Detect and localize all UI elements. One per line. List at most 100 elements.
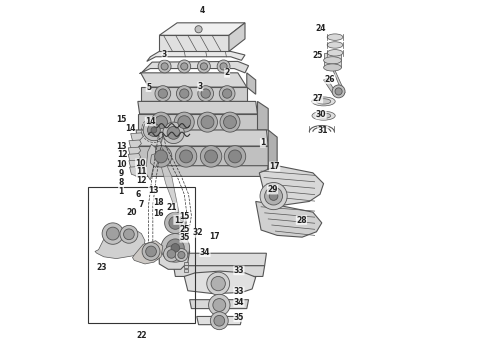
- Polygon shape: [159, 35, 229, 51]
- Ellipse shape: [323, 57, 342, 64]
- Circle shape: [174, 112, 194, 132]
- Text: 18: 18: [153, 198, 164, 207]
- Circle shape: [151, 127, 157, 133]
- Text: 20: 20: [126, 208, 137, 217]
- Polygon shape: [147, 51, 245, 62]
- Circle shape: [163, 122, 184, 144]
- Polygon shape: [146, 144, 156, 180]
- Circle shape: [260, 183, 287, 210]
- Text: 1: 1: [260, 138, 266, 147]
- Text: 2: 2: [224, 68, 230, 77]
- Text: 3: 3: [162, 50, 167, 59]
- Circle shape: [335, 88, 342, 95]
- Circle shape: [158, 89, 168, 98]
- Text: 12: 12: [136, 176, 147, 185]
- Bar: [88, 187, 195, 323]
- Polygon shape: [229, 23, 245, 51]
- Polygon shape: [141, 73, 247, 87]
- Polygon shape: [136, 130, 268, 146]
- Polygon shape: [141, 87, 247, 102]
- Text: 8: 8: [119, 178, 124, 187]
- Circle shape: [205, 150, 218, 163]
- Polygon shape: [159, 23, 245, 35]
- Circle shape: [178, 116, 191, 129]
- Polygon shape: [268, 130, 277, 176]
- Circle shape: [167, 239, 184, 257]
- Text: 14: 14: [125, 124, 135, 133]
- Circle shape: [165, 212, 186, 234]
- Text: 16: 16: [153, 209, 164, 218]
- Circle shape: [147, 123, 160, 136]
- Ellipse shape: [317, 99, 331, 104]
- Circle shape: [197, 112, 218, 132]
- Text: 34: 34: [234, 298, 244, 307]
- Polygon shape: [159, 239, 190, 269]
- Polygon shape: [150, 153, 159, 167]
- Circle shape: [146, 246, 156, 257]
- Text: 10: 10: [135, 159, 146, 168]
- Polygon shape: [128, 154, 141, 163]
- Circle shape: [178, 60, 191, 73]
- Text: 9: 9: [119, 169, 123, 178]
- Circle shape: [220, 112, 240, 132]
- Text: 1: 1: [119, 187, 123, 196]
- Circle shape: [180, 150, 193, 163]
- Polygon shape: [326, 65, 345, 95]
- Text: 15: 15: [179, 212, 190, 221]
- Text: 32: 32: [193, 228, 203, 237]
- Polygon shape: [197, 316, 242, 325]
- Circle shape: [224, 146, 245, 167]
- Circle shape: [213, 298, 226, 311]
- Circle shape: [155, 150, 168, 163]
- Circle shape: [211, 276, 225, 291]
- Circle shape: [175, 146, 197, 167]
- Circle shape: [161, 63, 168, 70]
- Circle shape: [150, 146, 172, 167]
- Circle shape: [158, 60, 171, 73]
- Text: 23: 23: [97, 263, 107, 272]
- Polygon shape: [130, 166, 142, 176]
- Text: 3: 3: [198, 82, 203, 91]
- Circle shape: [228, 150, 242, 163]
- Text: 11: 11: [136, 167, 147, 176]
- Polygon shape: [138, 114, 258, 130]
- Text: 25: 25: [312, 51, 323, 60]
- Polygon shape: [259, 166, 323, 205]
- Circle shape: [171, 244, 180, 252]
- Polygon shape: [136, 166, 268, 176]
- Circle shape: [151, 112, 171, 132]
- Circle shape: [214, 315, 224, 326]
- Polygon shape: [129, 160, 142, 170]
- Polygon shape: [136, 146, 268, 166]
- Ellipse shape: [323, 64, 342, 71]
- Circle shape: [106, 227, 119, 240]
- Circle shape: [178, 251, 185, 258]
- Text: 21: 21: [167, 203, 177, 212]
- Circle shape: [175, 249, 188, 261]
- Text: 13: 13: [117, 141, 127, 150]
- Polygon shape: [138, 102, 258, 114]
- Text: 31: 31: [318, 126, 328, 135]
- Ellipse shape: [317, 113, 331, 118]
- Text: 34: 34: [200, 248, 210, 257]
- Circle shape: [167, 249, 176, 258]
- Text: 33: 33: [234, 287, 244, 296]
- Text: 13: 13: [148, 185, 159, 194]
- Bar: [184, 265, 188, 268]
- Text: 27: 27: [312, 94, 323, 103]
- Circle shape: [200, 146, 222, 167]
- Polygon shape: [95, 228, 145, 258]
- Text: 22: 22: [136, 331, 147, 340]
- Circle shape: [223, 116, 237, 129]
- Ellipse shape: [312, 97, 335, 106]
- Polygon shape: [184, 271, 256, 294]
- Circle shape: [181, 63, 188, 70]
- Polygon shape: [173, 253, 267, 266]
- Text: 17: 17: [270, 162, 280, 171]
- Circle shape: [201, 116, 214, 129]
- Text: 4: 4: [199, 6, 205, 15]
- Circle shape: [195, 26, 202, 33]
- Circle shape: [143, 119, 165, 141]
- Circle shape: [176, 86, 192, 102]
- Text: 25: 25: [180, 225, 190, 234]
